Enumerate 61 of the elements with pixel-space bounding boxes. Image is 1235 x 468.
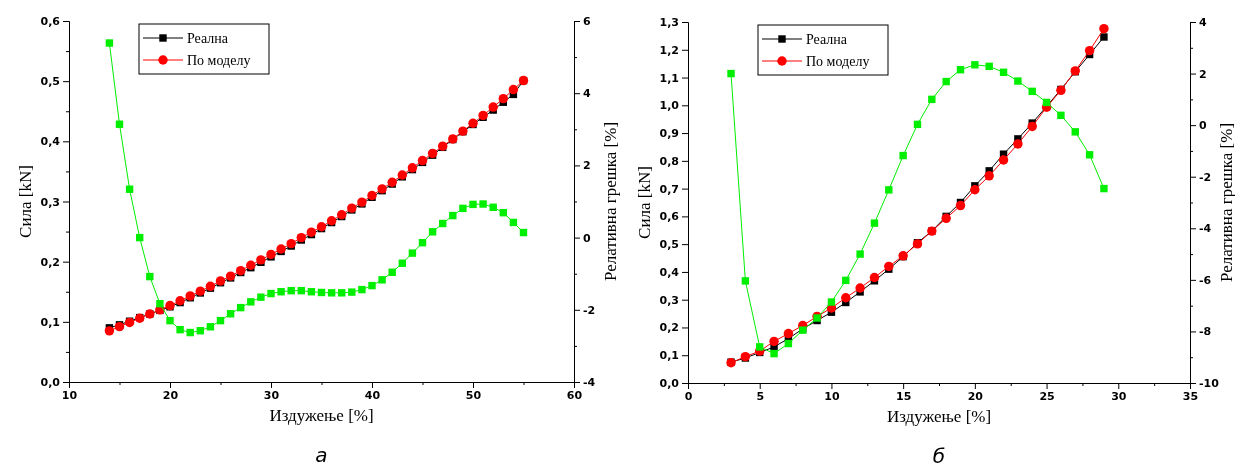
x-axis-title: Издужење [%]	[886, 407, 992, 426]
text: а	[315, 443, 328, 467]
text: б	[932, 444, 946, 468]
y-tick-label: 0,0	[40, 376, 61, 390]
y-tick-label: 0,2	[40, 255, 60, 269]
y-axis-title: Сила [kN]	[635, 166, 654, 239]
x-tick-label: 25	[1039, 389, 1055, 403]
y-tick-label: 0,7	[659, 182, 679, 196]
y-tick-label: 0,3	[659, 293, 679, 307]
y2-tick-label: 2	[1199, 67, 1207, 81]
y-tick-label: 0,5	[40, 75, 60, 89]
legend-label: По моделу	[187, 53, 251, 68]
y-tick-label: 0,1	[40, 315, 60, 329]
y2-tick-label: -8	[1199, 325, 1212, 339]
y2-tick-label: -6	[1199, 273, 1212, 287]
x-tick-label: 35	[1182, 389, 1199, 403]
x-axis-title: Издужење [%]	[269, 406, 374, 425]
x-tick-label: 20	[967, 389, 984, 403]
y2-tick-label: 6	[583, 15, 591, 29]
y-tick-label: 0,9	[659, 127, 679, 141]
y-tick-label: 0,2	[659, 321, 679, 335]
y2-tick-label: 2	[583, 159, 591, 173]
x-tick-label: 15	[895, 389, 912, 403]
y-axis-title: Сила [kN]	[16, 165, 35, 238]
y2-tick-label: 4	[1199, 16, 1207, 30]
x-tick-label: 5	[756, 389, 765, 403]
legend-label: По моделу	[806, 54, 870, 69]
y-tick-label: 1,3	[659, 16, 679, 30]
y2-tick-label: 0	[583, 231, 591, 245]
y-tick-label: 0,6	[40, 15, 61, 29]
legend-label: Реална	[187, 31, 229, 46]
y2-axis-title: Релативна грешка [%]	[601, 121, 620, 282]
y2-tick-label: -2	[583, 303, 596, 317]
y2-tick-label: 0	[1199, 119, 1207, 133]
y2-tick-label: 4	[583, 87, 591, 101]
y-tick-label: 0,4	[659, 265, 680, 279]
y2-axis-title: Релативна грешка [%]	[1217, 122, 1235, 283]
y-tick-label: 0,6	[659, 210, 680, 224]
x-tick-label: 30	[1111, 389, 1127, 403]
y-tick-label: 0,3	[40, 195, 60, 209]
y-tick-label: 0,0	[659, 377, 680, 391]
y-tick-label: 0,5	[659, 238, 679, 252]
y-tick-label: 0,1	[659, 349, 679, 363]
x-tick-label: 10	[824, 389, 840, 403]
x-tick-label: 60	[566, 388, 583, 402]
y2-tick-label: -4	[1199, 222, 1212, 236]
y-tick-label: 1,1	[659, 71, 679, 85]
legend-label: Реална	[806, 32, 848, 47]
y2-tick-label: -4	[583, 376, 596, 390]
y2-tick-label: -10	[1199, 377, 1220, 391]
y-tick-label: 0,4	[40, 135, 61, 149]
x-tick-label: 50	[465, 388, 482, 402]
x-tick-label: 0	[684, 389, 693, 403]
y-tick-label: 0,8	[659, 154, 679, 168]
y-tick-label: 1,2	[659, 43, 679, 57]
y2-tick-label: -2	[1199, 170, 1212, 184]
y-tick-label: 1,0	[659, 99, 680, 113]
x-tick-label: 30	[263, 388, 280, 402]
x-tick-label: 10	[61, 388, 78, 402]
x-tick-label: 20	[162, 388, 179, 402]
x-tick-label: 40	[364, 388, 381, 402]
